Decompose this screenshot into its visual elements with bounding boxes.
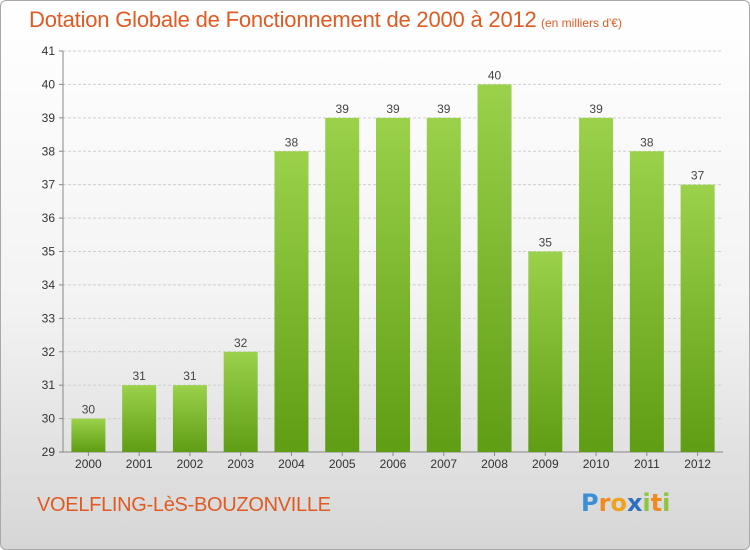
y-tick-label: 39 bbox=[42, 111, 56, 125]
x-tick-label: 2002 bbox=[177, 457, 204, 471]
x-tick-label: 2004 bbox=[278, 457, 305, 471]
data-label: 39 bbox=[437, 102, 451, 116]
chart-title: Dotation Globale de Fonctionnement de 20… bbox=[29, 7, 537, 32]
bar bbox=[376, 117, 410, 452]
y-tick-label: 38 bbox=[42, 144, 56, 158]
data-label: 31 bbox=[132, 369, 146, 383]
y-tick-label: 40 bbox=[42, 77, 56, 91]
bar bbox=[528, 251, 563, 452]
x-tick-label: 2006 bbox=[380, 457, 407, 471]
x-tick-label: 2005 bbox=[329, 457, 356, 471]
data-label: 39 bbox=[386, 102, 400, 116]
y-tick-label: 37 bbox=[42, 178, 56, 192]
x-tick-label: 2007 bbox=[430, 457, 457, 471]
x-tick-label: 2009 bbox=[532, 457, 559, 471]
commune-name: VOELFLING-LèS-BOUZONVILLE bbox=[37, 494, 331, 516]
labels: 30 2000 31 2001 31 2002 32 2003 38 2004 39 2005 39 20… bbox=[75, 68, 711, 471]
bars bbox=[71, 84, 715, 453]
data-label: 39 bbox=[336, 102, 350, 116]
bar bbox=[426, 117, 461, 452]
x-tick-label: 2011 bbox=[634, 457, 660, 471]
y-tick-label: 41 bbox=[42, 44, 56, 58]
unit-note: (en milliers d'€) bbox=[541, 16, 622, 30]
data-label: 38 bbox=[285, 135, 299, 149]
data-label: 39 bbox=[589, 102, 603, 116]
data-label: 32 bbox=[234, 336, 248, 350]
bar bbox=[680, 184, 715, 452]
bar bbox=[122, 385, 157, 452]
data-label: 38 bbox=[640, 135, 654, 149]
data-label: 30 bbox=[82, 403, 96, 417]
y-tick-label: 32 bbox=[42, 345, 56, 359]
bar bbox=[477, 84, 512, 453]
data-label: 31 bbox=[183, 369, 197, 383]
y-tick-label: 34 bbox=[42, 278, 56, 292]
data-label: 37 bbox=[691, 169, 705, 183]
y-tick-label: 29 bbox=[42, 445, 56, 459]
bar bbox=[274, 151, 309, 452]
y-tick-label: 36 bbox=[42, 211, 56, 225]
bar bbox=[629, 151, 664, 452]
bar bbox=[223, 351, 258, 452]
data-label: 35 bbox=[539, 236, 553, 250]
bar bbox=[172, 385, 207, 452]
x-tick-label: 2012 bbox=[684, 457, 711, 471]
bar bbox=[325, 117, 360, 452]
x-tick-label: 2001 bbox=[126, 457, 153, 471]
y-tick-label: 30 bbox=[42, 412, 56, 426]
x-tick-label: 2000 bbox=[75, 457, 102, 471]
y-tick-label: 35 bbox=[42, 245, 56, 259]
x-tick-label: 2003 bbox=[227, 457, 254, 471]
x-tick-label: 2008 bbox=[481, 457, 508, 471]
proxiti-logo[interactable]: Proxiti bbox=[581, 489, 671, 517]
y-tick-label: 33 bbox=[42, 311, 56, 325]
bar bbox=[71, 418, 106, 452]
bar bbox=[579, 117, 614, 452]
y-tick-label: 31 bbox=[42, 378, 56, 392]
x-tick-label: 2010 bbox=[583, 457, 610, 471]
data-label: 40 bbox=[488, 68, 502, 82]
